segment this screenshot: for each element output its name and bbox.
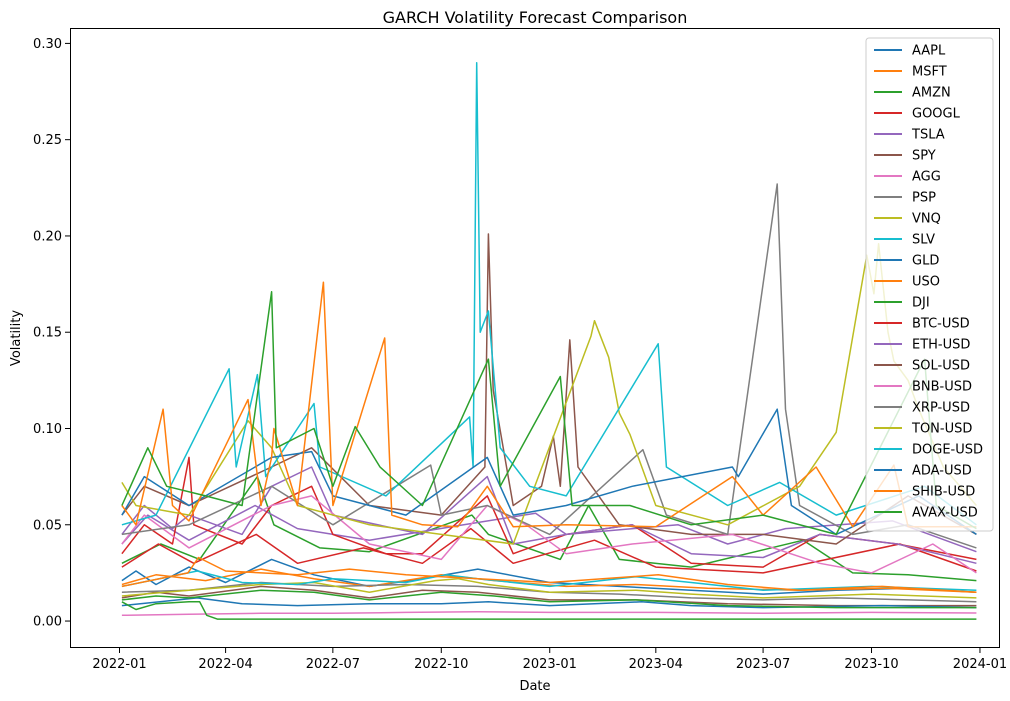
legend-label: DOGE-USD xyxy=(912,443,983,458)
x-tick-label: 2022-07 xyxy=(306,657,360,672)
y-tick-label: 0.20 xyxy=(33,229,62,244)
legend-entry: TSLA xyxy=(874,128,945,143)
x-axis-label: Date xyxy=(519,679,550,694)
x-tick-label: 2022-10 xyxy=(414,657,468,672)
plot-frame xyxy=(70,28,1000,648)
series-line-btc-usd xyxy=(121,456,977,568)
legend-label: AGG xyxy=(912,170,941,185)
x-tick-label: 2023-04 xyxy=(629,657,683,672)
legend-entry: SHIB-USD xyxy=(874,485,975,500)
legend-entry: ADA-USD xyxy=(874,464,972,479)
legend-entry: XRP-USD xyxy=(874,401,970,416)
legend-label: BNB-USD xyxy=(912,380,972,395)
series-line-avax-usd xyxy=(121,601,977,620)
series-line-xrp-usd xyxy=(121,183,977,549)
series-line-sol-usd xyxy=(121,233,977,545)
series-line-spy xyxy=(121,585,977,607)
legend-label: PSP xyxy=(912,191,936,206)
legend-label: SLV xyxy=(912,233,935,248)
legend-label: XRP-USD xyxy=(912,401,970,416)
legend-label: ADA-USD xyxy=(912,464,972,479)
legend-entry: VNQ xyxy=(874,212,941,227)
legend-entry: AAPL xyxy=(874,44,946,59)
legend-label: TSLA xyxy=(911,128,945,143)
legend-label: SOL-USD xyxy=(912,359,970,374)
legend-entry: SLV xyxy=(874,233,935,248)
legend-entry: BTC-USD xyxy=(874,317,970,332)
series-line-shib-usd xyxy=(121,281,977,528)
y-tick-label: 0.10 xyxy=(33,422,62,437)
series-line-tsla xyxy=(121,504,977,553)
plot-lines xyxy=(121,61,977,620)
legend-label: AVAX-USD xyxy=(912,506,978,521)
x-tick-label: 2022-01 xyxy=(92,657,146,672)
chart-title: GARCH Volatility Forecast Comparison xyxy=(383,8,688,27)
legend-entry: BNB-USD xyxy=(874,380,972,395)
legend-label: GOOGL xyxy=(912,107,961,122)
x-axis-ticks: 2022-01 2022-04 2022-07 2022-10 2023-01 2023-… xyxy=(92,648,1007,672)
legend-label: VNQ xyxy=(912,212,941,227)
y-tick-label: 0.15 xyxy=(33,326,62,341)
y-tick-label: 0.00 xyxy=(33,615,62,630)
series-line-extra-23 xyxy=(121,291,977,536)
legend-entry: DOGE-USD xyxy=(874,443,983,458)
legend-entry: USO xyxy=(874,275,940,290)
series-line-ton-usd xyxy=(121,242,977,545)
legend-label: AAPL xyxy=(912,44,946,59)
legend-entry: AVAX-USD xyxy=(874,506,978,521)
series-line-uso xyxy=(121,556,977,593)
series-line-ada-usd xyxy=(121,408,977,536)
legend-label: DJI xyxy=(912,296,930,311)
y-tick-label: 0.05 xyxy=(33,518,62,533)
legend-label: GLD xyxy=(912,254,939,269)
legend-entry: MSFT xyxy=(874,65,947,80)
series-line-gld xyxy=(121,597,977,609)
x-tick-label: 2022-04 xyxy=(198,657,252,672)
legend-entry: ETH-USD xyxy=(874,338,970,353)
series-line-slv xyxy=(121,570,977,591)
legend-label: USO xyxy=(912,275,940,290)
x-tick-label: 2023-07 xyxy=(736,657,790,672)
series-line-eth-usd xyxy=(121,466,977,565)
legend-entry: SPY xyxy=(874,149,936,164)
legend-entry: AGG xyxy=(874,170,941,185)
series-line-googl xyxy=(121,527,977,574)
legend-entry: GLD xyxy=(874,254,939,269)
y-tick-label: 0.25 xyxy=(33,133,62,148)
series-line-doge-usd xyxy=(121,61,977,526)
legend-label: SHIB-USD xyxy=(912,485,975,500)
x-tick-label: 2023-10 xyxy=(844,657,898,672)
legend-entry: DJI xyxy=(874,296,930,311)
legend-label: TON-USD xyxy=(911,422,972,437)
legend-entry: PSP xyxy=(874,191,936,206)
y-axis-ticks: 0.00 0.05 0.10 0.15 0.20 0.25 0.30 xyxy=(33,37,70,630)
y-axis-label: Volatility xyxy=(9,310,24,366)
legend-entry: SOL-USD xyxy=(874,359,970,374)
series-line-agg xyxy=(121,611,977,617)
legend-entry: TON-USD xyxy=(874,422,972,437)
legend-label: MSFT xyxy=(912,65,947,80)
legend-entry: AMZN xyxy=(874,86,951,101)
legend-label: BTC-USD xyxy=(912,317,970,332)
x-tick-label: 2024-01 xyxy=(953,657,1007,672)
series-line-dji xyxy=(121,589,977,609)
x-tick-label: 2023-01 xyxy=(523,657,577,672)
legend-label: ETH-USD xyxy=(912,338,970,353)
legend-label: AMZN xyxy=(912,86,951,101)
legend: AAPL MSFT AMZN GOOGL TSLA SPY AGG PSP VNQ SLV GLD U… xyxy=(865,37,994,532)
legend-label: SPY xyxy=(912,149,936,164)
y-tick-label: 0.30 xyxy=(33,37,62,52)
legend-entry: GOOGL xyxy=(874,107,961,122)
